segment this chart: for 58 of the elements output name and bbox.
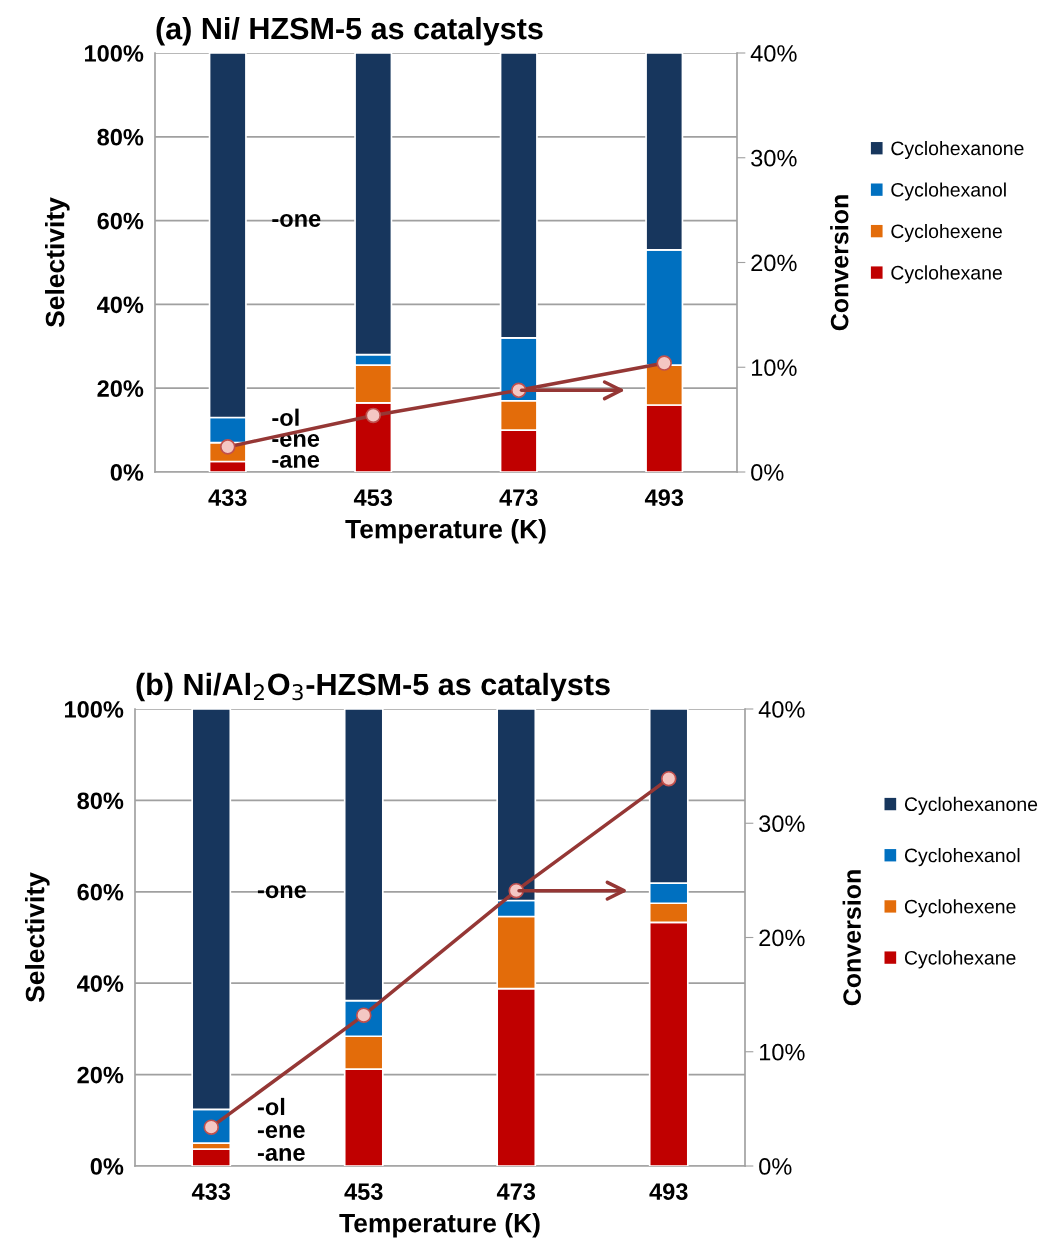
legend-label: Cyclohexanol [904, 848, 1020, 867]
point [365, 407, 382, 424]
annotation: -ol [257, 1097, 285, 1116]
x-tick-label: 453 [344, 1183, 383, 1201]
y-tick-label: 60% [97, 212, 144, 230]
bar [191, 1148, 232, 1166]
annotation: -ane [257, 1147, 305, 1161]
y2-tick-label: 10% [759, 1043, 805, 1061]
point [656, 355, 673, 371]
annotation: -ol [272, 408, 299, 426]
y2-tick-label: 40% [750, 45, 797, 62]
legend-label: Cyclohexane [891, 265, 1002, 284]
annotation: -ene [257, 1125, 305, 1139]
x-axis-title: Temperature (K) [345, 519, 546, 544]
y2-tick-label: 0% [751, 464, 784, 481]
y-tick-label: 40% [96, 296, 144, 314]
chart-title: (a) Ni/ HZSM-5 as catalysts [156, 16, 543, 46]
y2-axis-title: Conversion [842, 870, 861, 1006]
legend-label: Cyclohexene [891, 223, 1002, 243]
y2-tick-label: 10% [751, 359, 797, 377]
y2-tick-label: 40% [758, 701, 805, 718]
y-tick-label: 80% [97, 128, 144, 146]
y2-tick-label: 0% [759, 1158, 792, 1175]
annotation: -one [272, 213, 321, 227]
x-tick-label: 473 [499, 489, 538, 507]
y-axis-title: Selectivity [25, 872, 50, 1003]
y2-axis-title: Conversion [830, 195, 849, 331]
x-tick-label: 433 [191, 1183, 231, 1201]
y-axis-title: Selectivity [45, 197, 70, 328]
annotation: -ane [272, 454, 320, 468]
x-tick-label: 473 [496, 1183, 536, 1201]
y-tick-label: 60% [77, 883, 124, 901]
y2-tick-label: 20% [751, 254, 797, 272]
y-tick-label: 80% [77, 792, 124, 810]
point [660, 770, 677, 787]
chart-title: (b) Ni/Al$_{2}$O$_{3}$-HZSM-5 as catalysts [136, 672, 610, 702]
x-tick-label: 493 [644, 489, 684, 507]
x-tick-label: 453 [353, 489, 393, 507]
annotation: -ene [272, 433, 320, 447]
y-tick-label: 0% [110, 464, 144, 481]
y-tick-label: 100% [64, 701, 124, 718]
x-tick-label: 493 [649, 1183, 688, 1201]
y-tick-label: 0% [90, 1158, 124, 1175]
legend-label: Cyclohexanol [891, 182, 1006, 201]
legend-label: Cyclohexane [904, 950, 1016, 969]
annotation: -one [257, 885, 307, 899]
y2-tick-label: 30% [759, 815, 805, 833]
y-tick-label: 40% [76, 975, 124, 992]
y-tick-label: 20% [97, 380, 144, 397]
x-axis-title: Temperature (K) [339, 1213, 540, 1238]
y2-tick-label: 30% [751, 149, 797, 167]
legend-label: Cyclohexanone [904, 796, 1038, 815]
legend-label: Cyclohexene [904, 899, 1016, 918]
y-tick-label: 20% [77, 1066, 124, 1084]
y-tick-label: 100% [84, 45, 144, 62]
y2-tick-label: 20% [759, 929, 805, 947]
x-tick-label: 433 [208, 489, 247, 507]
legend-label: Cyclohexanone [891, 140, 1024, 160]
